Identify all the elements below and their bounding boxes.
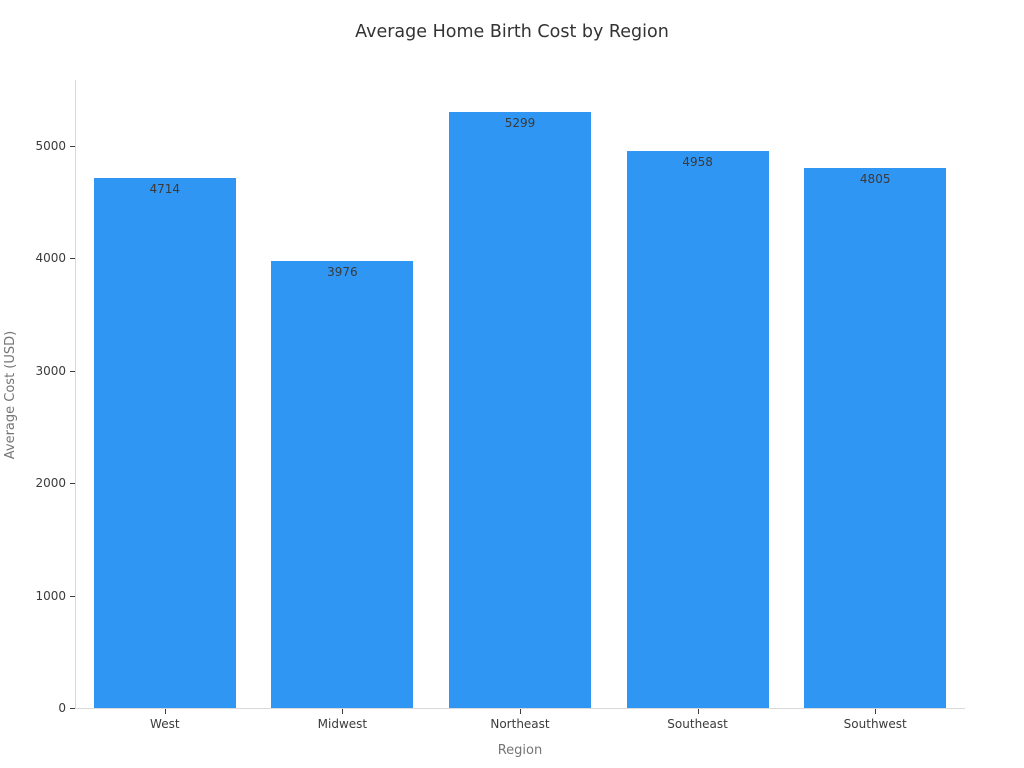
x-tick-label: West bbox=[150, 717, 180, 731]
bar-value-label: 5299 bbox=[504, 116, 536, 131]
x-tick-label: Southeast bbox=[667, 717, 728, 731]
y-axis-title: Average Cost (USD) bbox=[3, 330, 18, 460]
x-tick-label: Northeast bbox=[490, 717, 550, 731]
bar-value-label: 4805 bbox=[859, 171, 891, 186]
bar-value-label: 3976 bbox=[327, 265, 358, 280]
bar-southeast: 4958 bbox=[626, 150, 769, 708]
y-tick-label: 4000 bbox=[35, 251, 66, 266]
y-tick-label: 1000 bbox=[35, 588, 66, 603]
x-tick-mark bbox=[342, 709, 344, 714]
y-tick-mark bbox=[70, 146, 75, 147]
x-tick-label: Midwest bbox=[317, 717, 368, 731]
x-tick-mark bbox=[164, 709, 166, 714]
y-tick-label: 2000 bbox=[35, 476, 66, 491]
x-axis-title: Region bbox=[497, 743, 543, 758]
y-tick-mark bbox=[70, 258, 75, 260]
y-tick-label: 3000 bbox=[35, 363, 66, 378]
bar-value-label: 4714 bbox=[149, 182, 181, 197]
y-tick-label: 5000 bbox=[35, 139, 66, 153]
bar-southwest: 4805 bbox=[804, 167, 947, 708]
y-tick-mark bbox=[70, 595, 75, 597]
chart-title: Average Home Birth Cost by Region bbox=[355, 22, 669, 42]
x-axis-line bbox=[75, 708, 965, 709]
x-tick-mark bbox=[697, 709, 699, 714]
x-tick-mark bbox=[520, 709, 521, 714]
y-tick-label: 0 bbox=[58, 701, 66, 715]
bar-west: 4714 bbox=[93, 178, 236, 708]
y-tick-mark bbox=[70, 370, 75, 372]
bar-midwest: 3976 bbox=[271, 261, 414, 708]
x-tick-label: Southwest bbox=[843, 717, 907, 731]
y-tick-mark bbox=[70, 483, 75, 485]
bar-northeast: 5299 bbox=[448, 112, 592, 708]
y-tick-mark bbox=[70, 708, 75, 709]
x-tick-mark bbox=[875, 709, 877, 714]
bar-value-label: 4958 bbox=[682, 154, 713, 169]
y-axis-line bbox=[75, 80, 76, 709]
